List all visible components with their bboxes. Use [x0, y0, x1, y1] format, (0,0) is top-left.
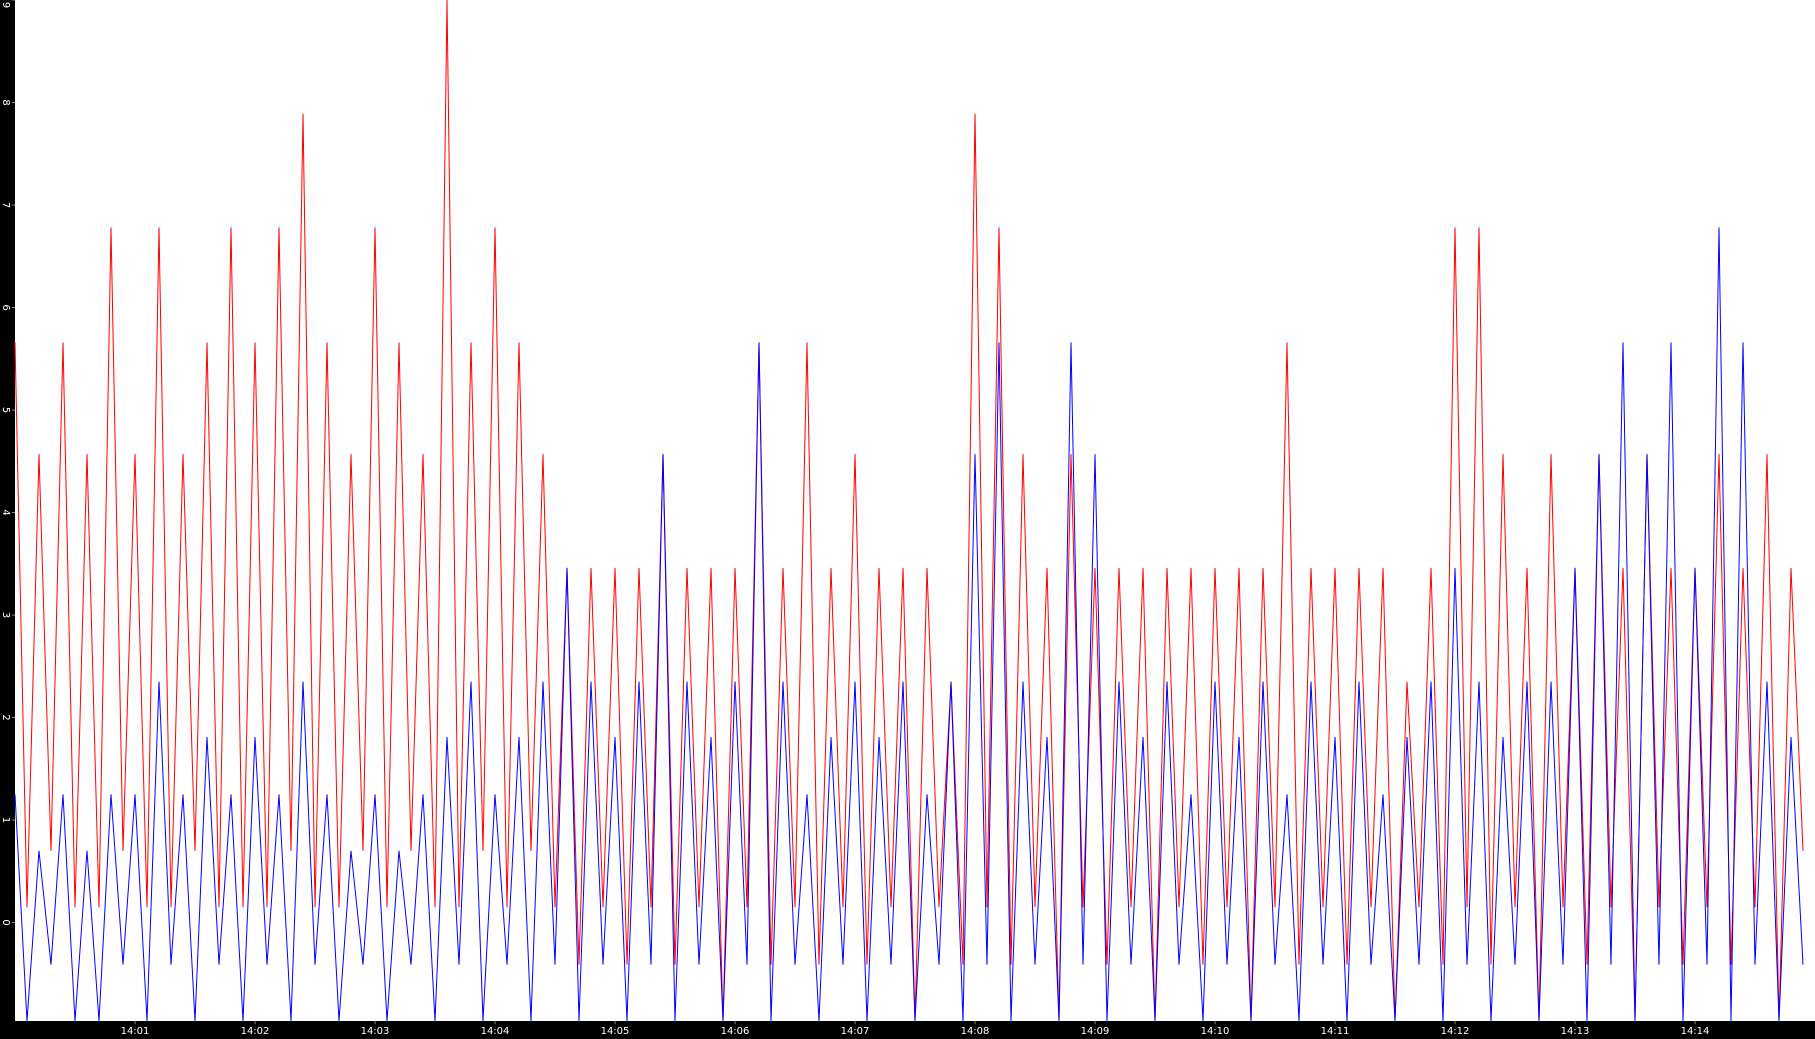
x-tick-label: 14:11: [1321, 1026, 1350, 1037]
x-tick-label: 14:09: [1081, 1026, 1110, 1037]
x-axis-strip: [0, 1021, 1815, 1039]
x-tick-label: 14:02: [241, 1026, 270, 1037]
x-tick-label: 14:06: [721, 1026, 750, 1037]
x-tick-label: 14:13: [1561, 1026, 1590, 1037]
series-line: [14, 227, 1804, 1022]
y-tick-label: 1: [0, 817, 11, 823]
x-tick-label: 14:12: [1441, 1026, 1470, 1037]
x-tick-label: 14:03: [361, 1026, 390, 1037]
y-tick-label: 8: [0, 99, 11, 105]
y-axis-strip: [0, 0, 15, 1039]
x-tick-label: 14:10: [1201, 1026, 1230, 1037]
x-tick-label: 14:01: [121, 1026, 150, 1037]
x-tick-label: 14:08: [961, 1026, 990, 1037]
y-tick-label: 3: [0, 612, 11, 618]
x-tick-label: 14:14: [1681, 1026, 1710, 1037]
y-tick-label: 4: [0, 509, 11, 515]
x-tick-label: 14:07: [841, 1026, 870, 1037]
y-tick-label: 5: [0, 407, 11, 413]
y-tick-label: 9: [0, 2, 11, 8]
y-tick-label: 6: [0, 304, 11, 310]
y-tick-label: 0: [0, 919, 11, 925]
x-tick-label: 14:05: [601, 1026, 630, 1037]
series-line: [14, 0, 1804, 1022]
y-tick-label: 2: [0, 714, 11, 720]
y-tick-label: 7: [0, 202, 11, 208]
x-tick-label: 14:04: [481, 1026, 510, 1037]
